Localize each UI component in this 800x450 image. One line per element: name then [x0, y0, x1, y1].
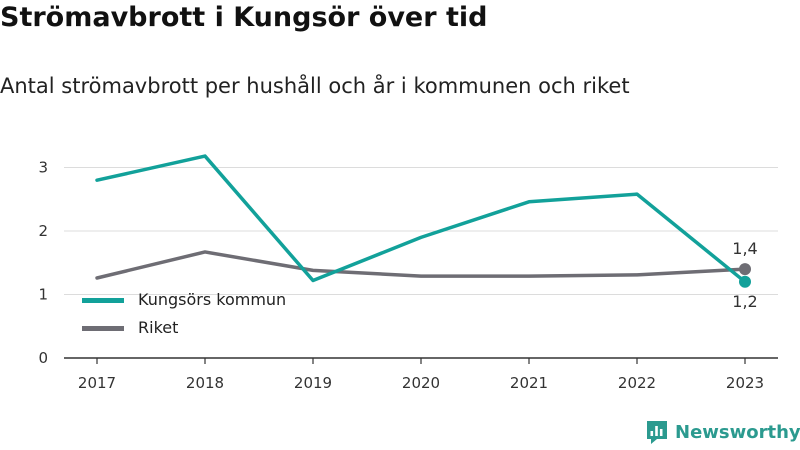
newsworthy-logo-icon — [647, 421, 667, 444]
x-tick-label: 2020 — [402, 374, 440, 392]
chart-subtitle: Antal strömavbrott per hushåll och år i … — [0, 74, 630, 98]
legend-label-kungsor: Kungsörs kommun — [138, 290, 286, 309]
data-labels: 1,4 1,2 — [732, 239, 757, 311]
y-tick-label: 0 — [38, 349, 48, 367]
data-label-riket: 1,4 — [732, 239, 757, 258]
legend-label-riket: Riket — [138, 318, 178, 337]
x-tick-label: 2018 — [186, 374, 224, 392]
axes: 0 1 2 3 2017 2018 2019 2020 2021 2022 2023 — [38, 159, 778, 392]
legend: Kungsörs kommun Riket — [82, 290, 286, 337]
series-lines — [95, 154, 751, 288]
legend-swatch-kungsor — [82, 298, 124, 303]
gridlines — [64, 167, 778, 295]
brand-name: Newsworthy — [675, 421, 800, 443]
y-tick-label: 1 — [38, 286, 48, 304]
x-tick-label: 2022 — [618, 374, 656, 392]
series-line-riket — [95, 250, 747, 280]
x-tick-label: 2019 — [294, 374, 332, 392]
end-point-riket — [739, 263, 751, 276]
y-tick-label: 3 — [38, 159, 48, 177]
end-point-kungsor — [739, 275, 751, 288]
y-tick-label: 2 — [38, 222, 48, 240]
x-tick-label: 2017 — [78, 374, 116, 392]
chart-title: Strömavbrott i Kungsör över tid — [0, 2, 488, 33]
series-line-kungsor — [95, 154, 747, 284]
x-tick-label: 2023 — [726, 374, 764, 392]
legend-swatch-riket — [82, 326, 124, 331]
x-tick-label: 2021 — [510, 374, 548, 392]
data-label-kungsor: 1,2 — [732, 292, 757, 311]
brand-logo: Newsworthy — [645, 419, 800, 445]
